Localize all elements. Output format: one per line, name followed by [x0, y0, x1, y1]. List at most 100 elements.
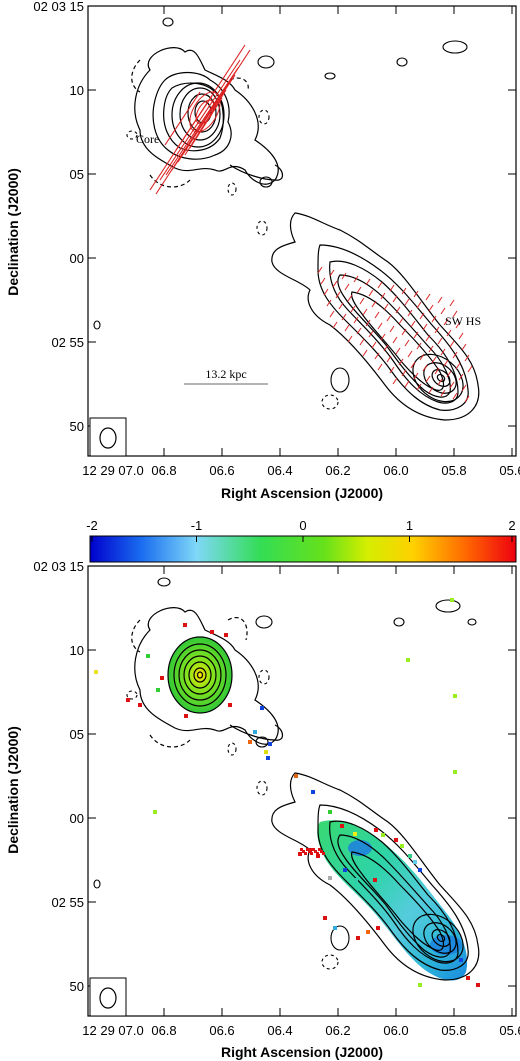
- pol-vector: [362, 308, 368, 316]
- panel-contour-polarization: 12 29 07.0 06.8 06.6 06.4 06.2 06.0 05.8 05.6 0…: [5, 0, 520, 501]
- hotspot-contour-2: [423, 922, 457, 954]
- spectral-index-pixel: [354, 878, 358, 882]
- core-contour-3: [163, 82, 224, 152]
- dashed-contour: [256, 220, 268, 236]
- pol-vector: [395, 306, 401, 314]
- spectral-index-pixel: [156, 688, 160, 692]
- y-tick-label: 10: [70, 83, 84, 98]
- core-contour-2: [167, 636, 233, 714]
- tick-marks: [88, 565, 516, 1016]
- dashed-contour: [126, 690, 138, 700]
- isolated-contour: [396, 57, 408, 67]
- spectral-index-pixel: [450, 598, 454, 602]
- spectral-index-pixel: [322, 852, 325, 855]
- spectral-index-pixel: [228, 703, 232, 707]
- pol-vector: [458, 373, 464, 381]
- core-polarization-vectors: [149, 44, 251, 195]
- pol-vector: [437, 337, 443, 345]
- spectral-index-pixel: [266, 756, 270, 760]
- pol-vector: [175, 95, 213, 151]
- pol-vector: [392, 336, 398, 344]
- pol-vector: [347, 294, 353, 302]
- pol-vector: [428, 386, 434, 394]
- y-axis-title: Declination (J2000): [5, 168, 21, 296]
- scale-bar-label: 13.2 kpc: [205, 367, 246, 381]
- pol-vector: [413, 331, 419, 339]
- dashed-contour: [258, 109, 270, 125]
- spectral-index-pixel: [418, 983, 422, 987]
- dashed-contour: [321, 394, 339, 410]
- pol-vector: [383, 344, 389, 352]
- core-polarization-ellipses: [189, 91, 221, 133]
- pol-vector: [356, 286, 362, 294]
- pol-vector: [177, 81, 231, 163]
- spectral-index-pixel: [210, 630, 214, 634]
- isolated-contour: [257, 55, 275, 69]
- pol-vector: [353, 275, 359, 283]
- x-tick-label: 06.8: [151, 1023, 176, 1038]
- isolated-contour: [157, 577, 171, 587]
- spectral-index-pixel: [316, 854, 320, 858]
- beam-box: [89, 977, 127, 1017]
- hotspot-contour-4: [436, 373, 446, 383]
- pol-vector: [368, 330, 374, 338]
- beam-frame: [89, 977, 127, 1017]
- x-tick-label: 06.2: [325, 463, 350, 478]
- pol-vector: [398, 317, 404, 325]
- isolated-contour: [259, 176, 273, 188]
- y-tick-label: 05: [70, 167, 84, 182]
- hotspot-contour-3: [431, 929, 451, 947]
- pol-vector: [422, 323, 428, 331]
- pol-vector: [165, 67, 239, 176]
- y-axis-title: Declination (J2000): [5, 726, 21, 854]
- dashed-contour: [258, 669, 270, 685]
- isolated-contour: [330, 925, 350, 951]
- pol-vector: [323, 288, 329, 296]
- pol-vector: [425, 375, 431, 383]
- pol-vector: [458, 332, 464, 340]
- hotspot-contour-4: [436, 933, 446, 943]
- spectral-index-pixel: [356, 936, 360, 940]
- spectral-index-pixel: [353, 832, 357, 836]
- pol-vector: [419, 353, 425, 361]
- isolated-contour: [435, 599, 461, 613]
- pol-vector: [353, 316, 359, 324]
- core-color-region: [168, 637, 232, 713]
- spectral-index-pixel: [328, 876, 332, 880]
- core-contour-6: [188, 661, 212, 689]
- pol-vector: [407, 309, 413, 317]
- isolated-contour: [467, 618, 477, 626]
- y-tick-labels: 02 03 15 10 05 00 02 55 50: [33, 0, 84, 434]
- isolated-contours: [93, 17, 468, 393]
- core-contours: [131, 47, 284, 188]
- y-tick-label: 00: [70, 811, 84, 826]
- pol-vector: [401, 287, 407, 295]
- pol-vector: [413, 290, 419, 298]
- pol-vector: [380, 333, 386, 341]
- pol-vector: [449, 340, 455, 348]
- pol-vector: [377, 281, 383, 289]
- jet-contour-5: [350, 851, 445, 951]
- isolated-contour: [324, 72, 336, 80]
- jet-contour-4: [337, 834, 451, 958]
- pol-vector: [440, 307, 446, 315]
- spectral-index-pixel: [146, 654, 150, 658]
- pol-vector: [389, 325, 395, 333]
- core-contour-5: [179, 87, 221, 141]
- spectral-index-pixel: [394, 838, 398, 842]
- pol-vector: [464, 354, 470, 362]
- spectral-index-pixel: [323, 916, 327, 920]
- pol-vector: [443, 359, 449, 367]
- pol-vector: [392, 295, 398, 303]
- pol-vector: [368, 289, 374, 297]
- spectral-index-pixel: [302, 850, 305, 853]
- pol-vector: [416, 301, 422, 309]
- pol-vector: [404, 298, 410, 306]
- dashed-contour: [321, 954, 339, 970]
- plot-frame: [87, 5, 517, 457]
- scale-bar: 13.2 kpc: [184, 367, 268, 385]
- x-tick-label: 06.6: [209, 463, 234, 478]
- pol-vector: [455, 362, 461, 370]
- x-tick-label: 06.4: [267, 463, 292, 478]
- pol-vector: [446, 370, 452, 378]
